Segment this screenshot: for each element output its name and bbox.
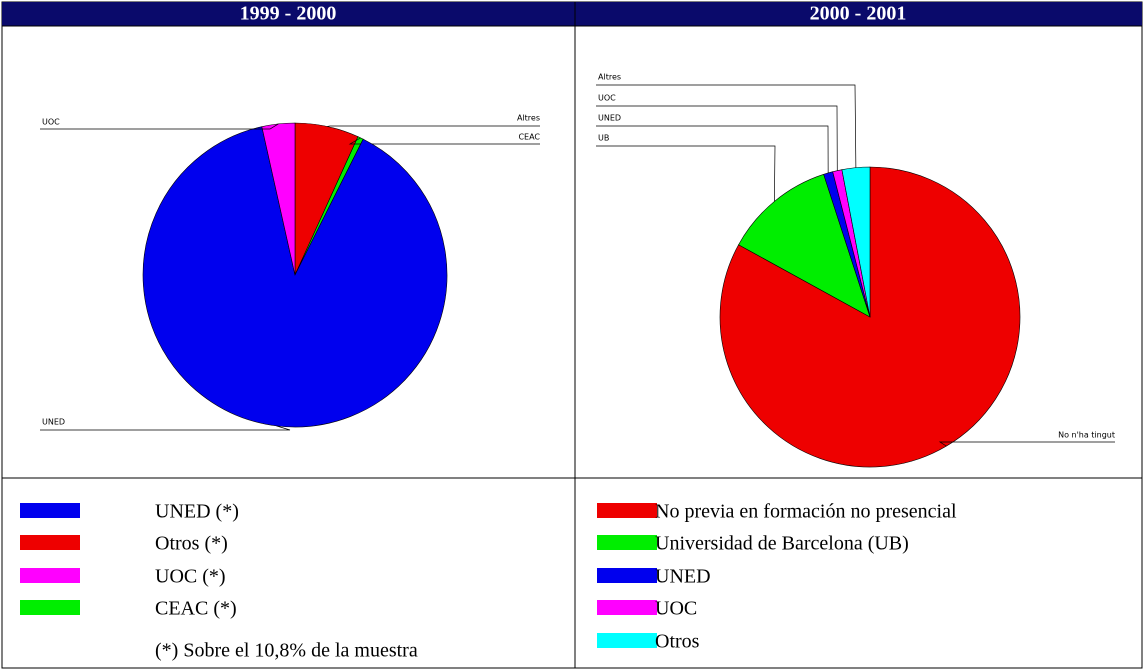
pie-slice xyxy=(738,173,871,318)
leader-line xyxy=(596,125,829,173)
legend-swatch xyxy=(20,568,80,583)
legend-label: UOC xyxy=(655,598,697,620)
leader-line xyxy=(40,123,279,130)
slice-label: Altres xyxy=(517,114,540,123)
legend-label: UNED xyxy=(655,566,711,588)
legend-label: CEAC (*) xyxy=(155,598,237,620)
legend-swatch xyxy=(597,535,657,550)
leader-line xyxy=(348,137,540,145)
note: (*) Sobre el 10,8% de la muestra xyxy=(155,640,418,662)
legend-swatch xyxy=(597,633,657,648)
legend-swatch xyxy=(597,600,657,615)
legend-swatch xyxy=(597,568,657,583)
slice-label: Altres xyxy=(598,73,621,82)
legend-swatch xyxy=(20,600,80,615)
leader-line xyxy=(938,441,1115,447)
column-header: 2000 - 2001 xyxy=(810,3,907,25)
legend-label: Otros (*) xyxy=(155,533,228,555)
legend-label: Universidad de Barcelona (UB) xyxy=(655,533,909,555)
leader-line xyxy=(596,145,776,202)
column-header: 1999 - 2000 xyxy=(240,3,337,25)
legend-swatch xyxy=(20,503,80,518)
slice-label: No n'ha tingut xyxy=(1058,431,1115,440)
header-row xyxy=(2,2,1142,26)
leader-line xyxy=(596,105,838,171)
slice-label: UOC xyxy=(598,94,616,103)
leader-line xyxy=(40,425,291,431)
legend-label: No previa en formación no presencial xyxy=(655,501,957,523)
slice-label: UOC xyxy=(42,118,60,127)
slice-label: UNED xyxy=(598,114,621,123)
slice-label: UB xyxy=(598,134,609,143)
slice-label: UNED xyxy=(42,418,65,427)
pie-slice xyxy=(142,126,448,428)
legend-label: Otros xyxy=(655,631,700,653)
pie-slice xyxy=(841,166,871,318)
leader-line xyxy=(596,84,857,168)
legend-swatch xyxy=(20,535,80,550)
legend-swatch xyxy=(597,503,657,518)
slice-label: CEAC xyxy=(518,133,540,142)
legend-label: UNED (*) xyxy=(155,501,239,523)
legend-label: UOC (*) xyxy=(155,566,226,588)
